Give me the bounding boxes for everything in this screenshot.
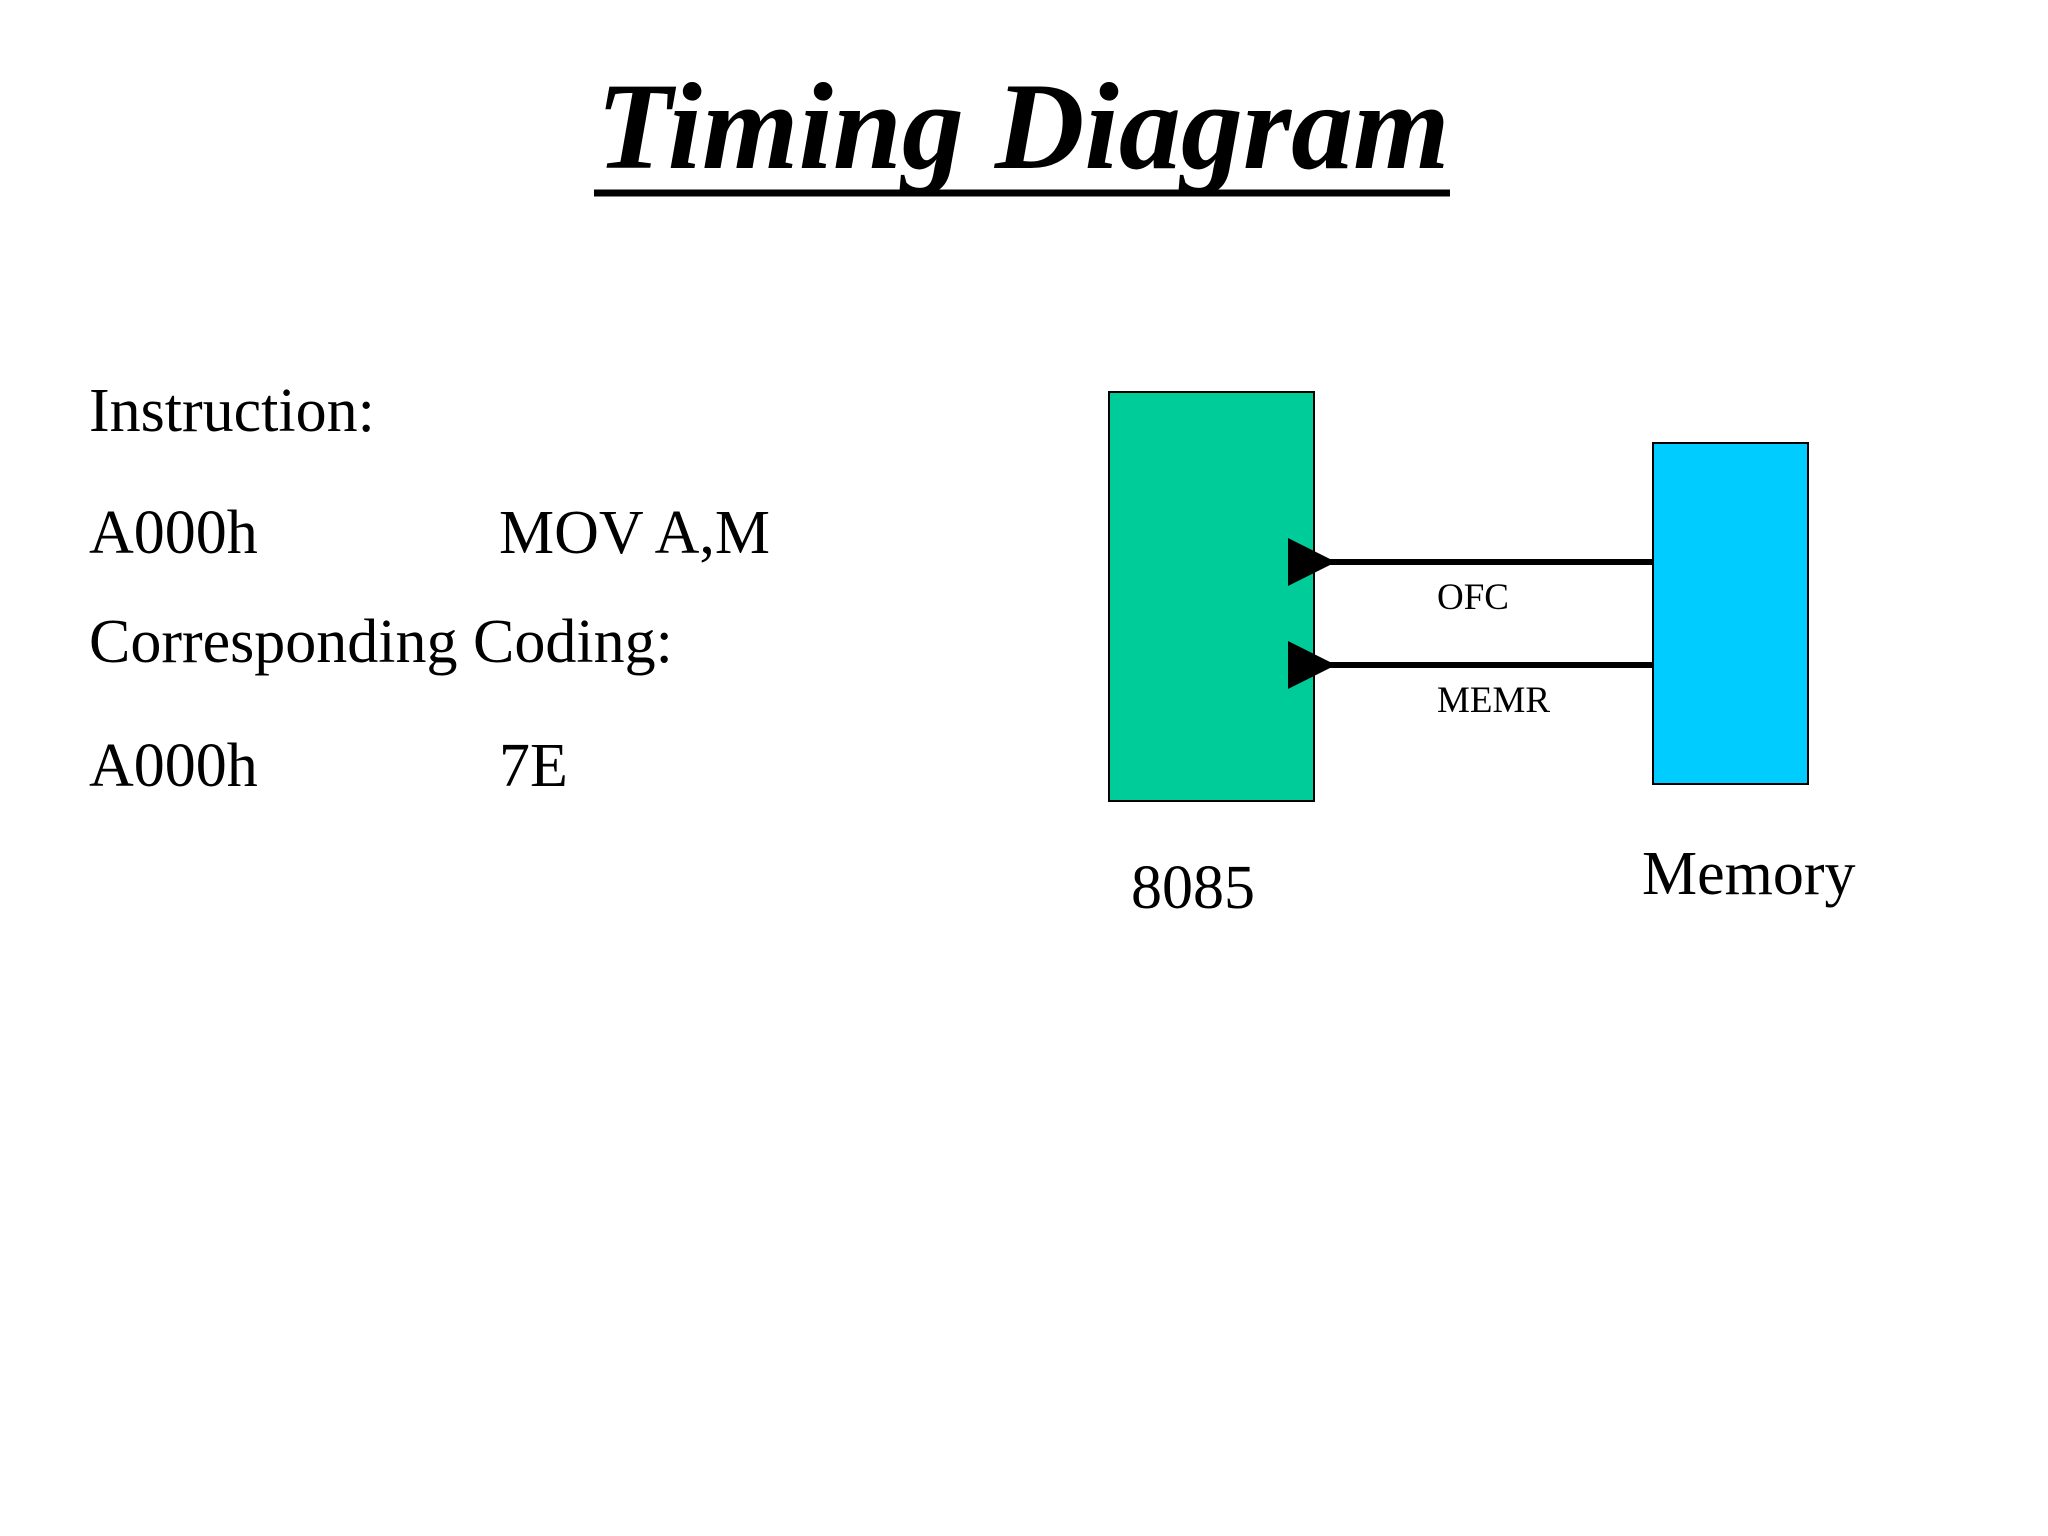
processor-label: 8085: [1131, 854, 1255, 922]
signal-label: OFC: [1437, 577, 1509, 618]
coding-label: Corresponding Coding:: [89, 608, 673, 676]
instruction-address: A000h: [89, 499, 258, 567]
memory-label: Memory: [1642, 840, 1856, 908]
memory-block: [1652, 442, 1809, 785]
coding-address: A000h: [89, 732, 258, 800]
coding-value: 7E: [499, 732, 568, 800]
processor-block: [1108, 391, 1315, 802]
title: Timing Diagram: [596, 58, 1449, 195]
instruction-label: Instruction:: [89, 377, 375, 445]
signal-label: MEMR: [1437, 680, 1550, 721]
instruction-mnemonic: MOV A,M: [499, 499, 770, 567]
